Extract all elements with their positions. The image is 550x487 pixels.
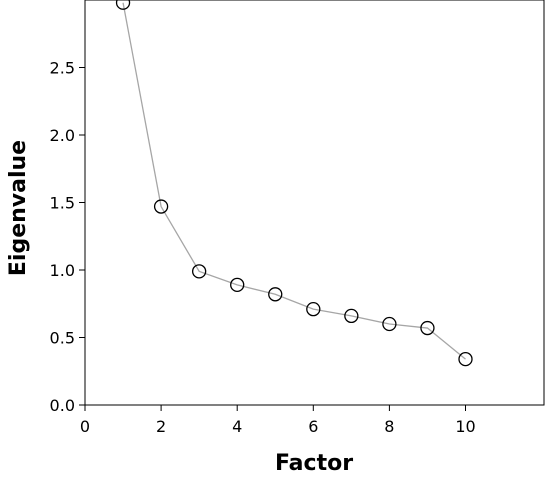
series-line [122,2,466,360]
series-layer [115,0,473,367]
y-tick-label: 1.5 [50,194,75,213]
y-tick-label: 0.0 [50,396,75,415]
data-point-marker [230,277,245,293]
y-tick-label: 1.0 [50,261,75,280]
y-tick-label: 0.5 [50,329,75,348]
data-point-marker [458,351,473,367]
x-axis-title: Factor [275,451,353,476]
data-point-marker [191,264,207,279]
x-tick-label: 10 [455,417,475,436]
data-point-marker [306,301,321,317]
data-point-marker [153,199,169,214]
x-tick-label: 8 [384,417,394,436]
data-point-marker [382,316,397,332]
data-point-marker [344,308,359,324]
data-point-marker [268,287,283,302]
data-point-marker [420,320,435,336]
x-tick-label: 0 [80,417,90,436]
y-axis-ticks: 0.0 0.5 1.0 1.5 2.0 2.5 [50,59,85,415]
x-tick-label: 2 [156,417,166,436]
x-tick-label: 6 [308,417,318,436]
y-tick-label: 2.5 [50,59,75,78]
plot-area-frame [84,0,545,406]
x-tick-label: 4 [232,417,242,436]
y-tick-label: 2.0 [50,126,75,145]
data-point-marker [115,0,131,10]
x-axis-ticks: 0 2 4 6 8 10 [80,405,476,436]
y-axis-title: Eigenvalue [6,140,31,276]
